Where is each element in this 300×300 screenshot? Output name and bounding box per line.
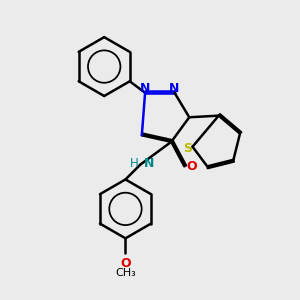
Text: N: N: [169, 82, 180, 95]
Text: N: N: [140, 82, 150, 95]
Text: S: S: [183, 142, 192, 155]
Text: CH₃: CH₃: [115, 268, 136, 278]
Text: O: O: [186, 160, 197, 173]
Text: N: N: [144, 157, 154, 169]
Text: O: O: [120, 257, 131, 270]
Text: H: H: [130, 157, 139, 169]
